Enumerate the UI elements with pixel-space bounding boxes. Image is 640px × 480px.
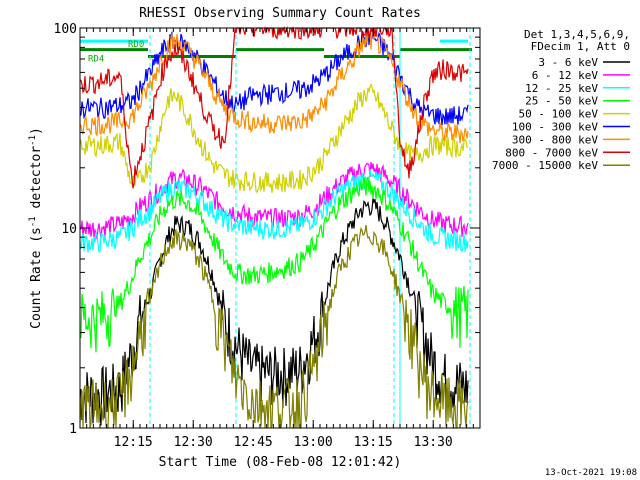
- x-tick-label-4: 13:15: [354, 435, 393, 450]
- y-axis-label-part3: ): [29, 127, 44, 135]
- footer-date: 13-Oct-2021 19:08: [545, 468, 637, 478]
- legend-header-0: Det 1,3,4,5,6,9,: [524, 28, 630, 41]
- x-tick-label-0: 12:15: [114, 435, 153, 450]
- legend-header-1: FDecim 1, Att 0: [531, 40, 630, 53]
- x-tick-label-3: 13:00: [294, 435, 333, 450]
- legend-label-2: 12 - 25 keV: [525, 82, 598, 95]
- x-tick-label-2: 12:45: [234, 435, 273, 450]
- y-tick-label-2: 100: [54, 22, 77, 37]
- series-12-25-kev: [79, 168, 469, 253]
- y-axis-label-part1: Count Rate (s: [29, 227, 44, 329]
- legend-label-0: 3 - 6 keV: [538, 56, 598, 69]
- chart-title: RHESSI Observing Summary Count Rates: [139, 6, 421, 21]
- legend-label-4: 50 - 100 keV: [519, 108, 599, 121]
- series-100-300-kev: [79, 28, 469, 126]
- legend-label-8: 7000 - 15000 keV: [492, 159, 598, 172]
- x-tick-label-1: 12:30: [174, 435, 213, 450]
- annotations: RD0 RD4: [88, 40, 144, 65]
- series-3-6-kev: [79, 198, 469, 426]
- x-axis-label: Start Time (08-Feb-08 12:01:42): [159, 455, 402, 470]
- x-tick-label-5: 13:30: [414, 435, 453, 450]
- legend-label-7: 800 - 7000 keV: [505, 146, 598, 159]
- annotation-rd4: RD4: [88, 55, 104, 65]
- legend: Det 1,3,4,5,6,9,FDecim 1, Att 0 3 - 6 keV…: [492, 28, 630, 172]
- series-300-800-kev: [79, 28, 469, 144]
- y-axis: 1 10 100: [54, 22, 480, 437]
- legend-label-5: 100 - 300 keV: [512, 121, 598, 134]
- y-axis-label: Count Rate (s-1 detector-1): [28, 127, 44, 329]
- legend-label-6: 300 - 800 keV: [512, 133, 598, 146]
- y-axis-label-exp1: -1: [28, 216, 38, 227]
- legend-label-3: 25 - 50 keV: [525, 95, 598, 108]
- annotation-rd0: RD0: [128, 40, 144, 50]
- legend-label-1: 6 - 12 keV: [532, 69, 599, 82]
- x-axis: 12:15 12:30 12:45 13:00 13:15 13:30: [86, 28, 474, 450]
- y-tick-label-0: 1: [69, 422, 77, 437]
- series-6-12-kev: [79, 161, 469, 240]
- series-7000-15000-kev: [79, 224, 469, 429]
- y-axis-label-part2: detector: [29, 146, 44, 217]
- series-25-50-kev: [79, 176, 469, 353]
- y-tick-label-1: 10: [61, 222, 77, 237]
- y-axis-label-exp2: -1: [28, 135, 38, 146]
